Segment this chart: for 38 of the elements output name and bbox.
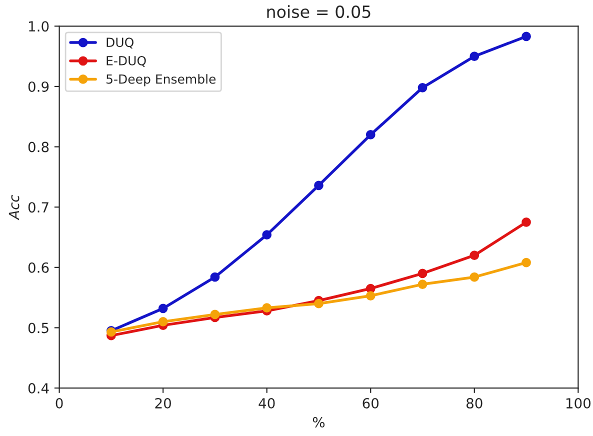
x-axis-title: %	[312, 417, 325, 428]
point	[522, 32, 531, 42]
point	[158, 317, 168, 326]
legend-label: 5-Deep Ensemble	[106, 74, 216, 86]
point	[158, 304, 168, 314]
point	[314, 298, 324, 308]
point	[418, 280, 428, 289]
point	[366, 291, 376, 300]
point	[522, 258, 531, 268]
point	[210, 272, 220, 282]
x-tick-label: 0	[56, 398, 63, 409]
legend-label: E-DUQ	[106, 56, 146, 67]
y-axis-title: Acc	[8, 194, 20, 220]
x-tick-label: 80	[466, 398, 482, 409]
chart-title: noise = 0.05	[267, 5, 370, 18]
point	[210, 310, 220, 320]
point	[522, 217, 531, 227]
point	[470, 52, 480, 62]
y-tick-label: 0.5	[28, 322, 48, 334]
point	[470, 272, 480, 282]
point	[418, 82, 428, 92]
point	[418, 268, 428, 278]
point	[366, 130, 376, 140]
y-tick-label: 0.7	[28, 202, 48, 213]
y-tick-label: 1.0	[29, 21, 49, 32]
point	[470, 250, 480, 260]
point	[262, 230, 272, 240]
point	[262, 303, 272, 313]
y-tick-label: 0.8	[28, 142, 49, 152]
y-tick-label: 0.6	[28, 262, 49, 273]
x-tick-label: 40	[258, 398, 275, 409]
point	[314, 180, 324, 190]
x-tick-label: 100	[566, 398, 591, 409]
legend-label: DUQ	[106, 38, 134, 49]
y-tick-label: 0.9	[28, 81, 49, 92]
y-tick-label: 0.4	[28, 383, 49, 394]
x-tick-label: 20	[155, 398, 171, 409]
x-tick-label: 60	[362, 398, 379, 409]
